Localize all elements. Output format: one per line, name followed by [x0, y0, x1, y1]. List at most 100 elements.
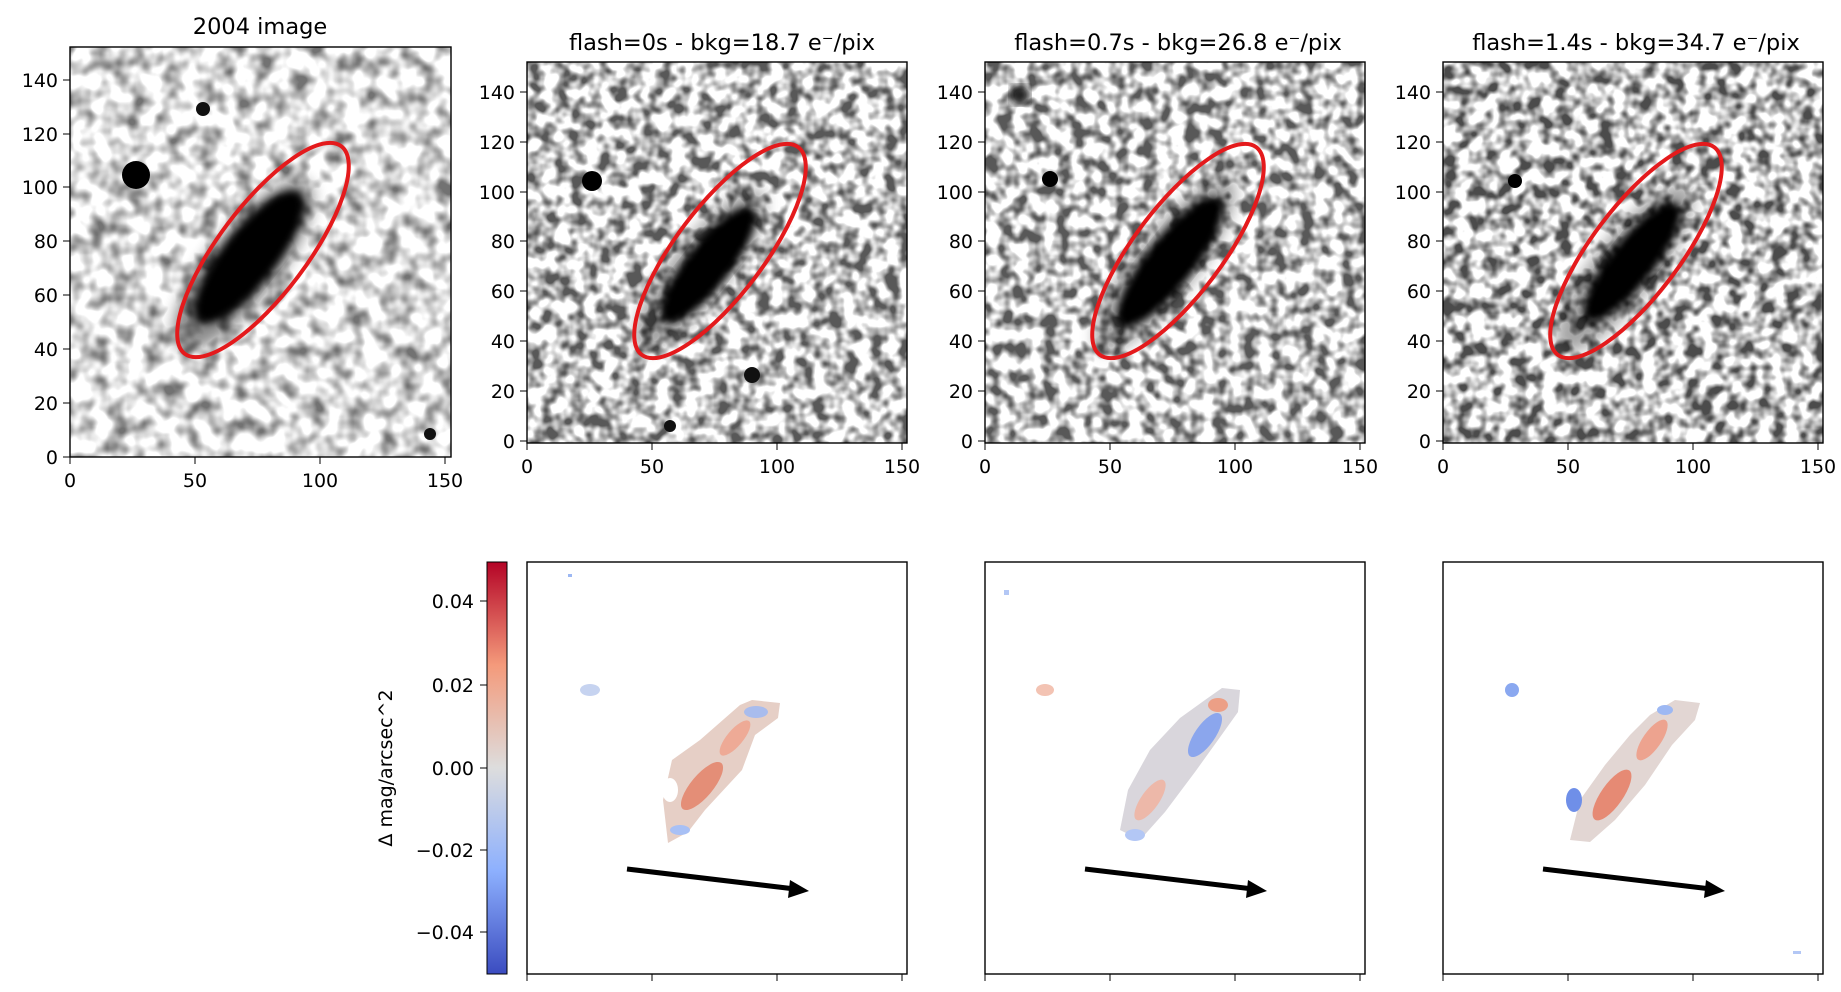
y-tick: 60 — [1407, 281, 1443, 303]
x-tick-label: 150 — [1800, 456, 1836, 478]
x-tick: 150 — [427, 457, 463, 492]
y-tick-label: 60 — [491, 281, 515, 303]
x-tick-label: 0 — [64, 470, 76, 492]
x-tick: 50 — [183, 457, 207, 492]
x-tick: 150 — [1800, 443, 1836, 478]
panel-flash-0.7s: flash=0.7s - bkg=26.8 e⁻/pix 0 50 100 15… — [937, 30, 1378, 478]
colorbar-gradient — [486, 561, 508, 975]
y-tick: 120 — [479, 132, 527, 154]
y-tick: 40 — [491, 331, 527, 353]
axes-frame — [69, 46, 452, 458]
y-tick-label: 80 — [949, 231, 973, 253]
x-tick-label: 100 — [302, 470, 338, 492]
panel-diff-flash-1.4s — [1442, 561, 1824, 981]
y-tick-label: 100 — [479, 182, 515, 204]
y-tick: 120 — [1395, 132, 1443, 154]
x-tick: 150 — [1342, 443, 1378, 478]
y-tick: 20 — [34, 393, 70, 415]
diff-map — [1505, 683, 1801, 954]
colorbar-tick-label: −0.02 — [416, 840, 474, 862]
y-tick: 0 — [503, 431, 527, 453]
aperture-ellipse — [632, 141, 808, 361]
colorbar-tick-label: 0.00 — [432, 758, 474, 780]
aperture-ellipse — [1548, 141, 1724, 361]
y-tick-label: 40 — [491, 331, 515, 353]
x-tick-label: 0 — [979, 456, 991, 478]
x-tick: 0 — [64, 457, 76, 492]
x-tick-label: 0 — [1437, 456, 1449, 478]
y-tick-label: 140 — [1395, 82, 1431, 104]
x-tick: 0 — [979, 443, 991, 478]
y-tick-label: 120 — [1395, 132, 1431, 154]
y-tick-label: 80 — [34, 231, 58, 253]
x-tick-label: 0 — [521, 456, 533, 478]
y-tick-label: 100 — [22, 177, 58, 199]
y-axis: 0 20 40 60 80 100 120 140 — [479, 82, 527, 453]
y-tick-label: 20 — [949, 381, 973, 403]
y-axis: 0 20 40 60 80 100 120 140 — [1395, 82, 1443, 453]
y-tick: 100 — [937, 182, 985, 204]
y-axis: 0 20 40 60 80 100 120 140 — [937, 82, 985, 453]
direction-arrow — [626, 866, 796, 892]
x-tick-label: 100 — [759, 456, 795, 478]
x-tick: 100 — [1217, 443, 1253, 478]
colorbar-label: Δ mag/arcsec^2 — [375, 689, 397, 846]
x-tick-label: 50 — [1556, 456, 1580, 478]
x-axis: 0 50 100 150 — [521, 443, 920, 478]
y-tick: 60 — [34, 285, 70, 307]
y-tick-label: 20 — [1407, 381, 1431, 403]
y-tick: 80 — [34, 231, 70, 253]
direction-arrow-head — [1246, 880, 1267, 898]
x-tick-label: 150 — [427, 470, 463, 492]
y-tick: 20 — [491, 381, 527, 403]
y-tick-label: 40 — [1407, 331, 1431, 353]
x-tick: 100 — [1675, 443, 1711, 478]
y-tick: 80 — [1407, 231, 1443, 253]
x-axis: 0 50 100 150 — [1437, 443, 1836, 478]
x-tick: 100 — [302, 457, 338, 492]
colorbar-tick-label: 0.02 — [432, 675, 474, 697]
x-tick: 50 — [640, 443, 664, 478]
y-tick: 40 — [34, 339, 70, 361]
y-tick-label: 40 — [949, 331, 973, 353]
panel-title: flash=0.7s - bkg=26.8 e⁻/pix — [1014, 30, 1342, 56]
y-tick: 20 — [949, 381, 985, 403]
y-axis: 0 20 40 60 80 100 120 140 — [22, 70, 70, 469]
y-tick: 100 — [1395, 182, 1443, 204]
panel-diff-flash-0s — [526, 561, 908, 981]
y-tick-label: 20 — [34, 393, 58, 415]
y-tick: 40 — [949, 331, 985, 353]
y-tick-label: 0 — [503, 431, 515, 453]
y-tick: 140 — [22, 70, 70, 92]
y-tick-label: 60 — [34, 285, 58, 307]
y-tick: 120 — [937, 132, 985, 154]
y-tick-label: 0 — [961, 431, 973, 453]
x-tick: 0 — [521, 443, 533, 478]
y-tick-label: 120 — [22, 124, 58, 146]
x-tick: 50 — [1556, 443, 1580, 478]
y-tick: 80 — [491, 231, 527, 253]
x-tick-label: 50 — [1098, 456, 1122, 478]
y-tick-label: 80 — [1407, 231, 1431, 253]
y-tick-label: 100 — [937, 182, 973, 204]
aperture-ellipse — [175, 140, 351, 360]
y-tick-label: 40 — [34, 339, 58, 361]
axes-frame — [984, 61, 1366, 444]
y-tick-label: 100 — [1395, 182, 1431, 204]
y-tick: 0 — [1419, 431, 1443, 453]
diff-map — [568, 574, 780, 843]
colorbar-tick: −0.02 — [416, 840, 487, 862]
y-tick: 120 — [22, 124, 70, 146]
y-tick: 40 — [1407, 331, 1443, 353]
panel-flash-1.4s: flash=1.4s - bkg=34.7 e⁻/pix 0 50 100 15… — [1395, 30, 1836, 478]
x-tick: 100 — [759, 443, 795, 478]
y-tick-label: 120 — [479, 132, 515, 154]
colorbar-tick: −0.04 — [416, 922, 487, 944]
y-tick: 0 — [46, 447, 70, 469]
diff-map — [1004, 590, 1240, 841]
y-tick-label: 140 — [937, 82, 973, 104]
image-2004 — [70, 47, 451, 457]
x-axis: 0 50 100 150 — [979, 443, 1378, 478]
y-tick-label: 0 — [46, 447, 58, 469]
